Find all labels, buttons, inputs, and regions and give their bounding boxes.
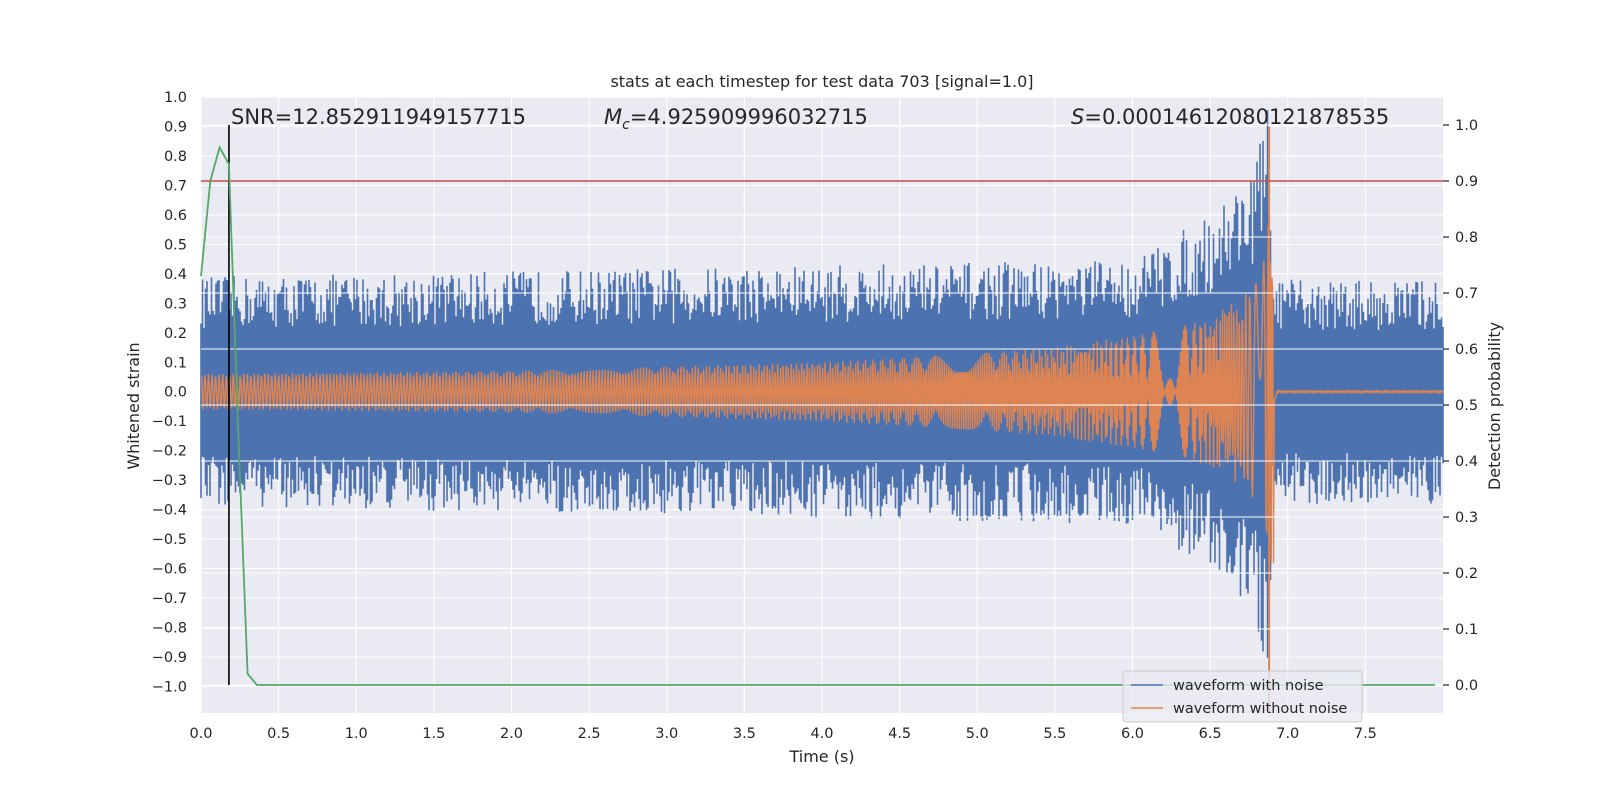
y-left-tick-label: 0.4 (164, 267, 187, 283)
s-symbol: S (1071, 105, 1084, 129)
y-left-tick-label: −0.3 (152, 473, 187, 489)
y-right-tick-label: 0.6 (1455, 342, 1478, 358)
x-tick-label: 6.0 (1121, 726, 1144, 742)
y-axis-label-left: Whitened strain (124, 342, 143, 469)
y-right-tick-label: 0.4 (1455, 454, 1478, 470)
y-left-tick-label: −0.6 (152, 562, 187, 578)
x-tick-label: 4.5 (888, 726, 911, 742)
chart-title: stats at each timestep for test data 703… (610, 72, 1033, 91)
series-line-waveform-without-noise (200, 223, 1444, 564)
y-right-tick-label: 0.0 (1455, 678, 1478, 694)
x-tick-label: 3.5 (733, 726, 756, 742)
y-right-tick-label: 0.1 (1455, 622, 1478, 638)
y-axis-label-right: Detection probability (1485, 322, 1504, 490)
y-left-tick-label: −0.2 (152, 444, 187, 460)
x-tick-label: 4.0 (810, 726, 833, 742)
y-left-tick-label: −0.5 (152, 532, 187, 548)
y-left-tick-label: −0.7 (152, 591, 187, 607)
y-left-tick-label: −0.9 (152, 650, 187, 666)
x-tick-label: 0.0 (189, 726, 212, 742)
y-right-tick-label: 1.0 (1455, 118, 1478, 134)
y-left-tick-label: 0.8 (164, 149, 187, 165)
legend-box (1122, 670, 1363, 723)
series-line-detection-probability (200, 145, 1435, 686)
legend-label-noise: waveform with noise (1173, 678, 1324, 694)
legend-label-clean: waveform without noise (1173, 701, 1347, 717)
y-right-tick-label: 0.2 (1455, 566, 1478, 582)
snr-annotation: SNR=12.852911949157715 (231, 105, 526, 129)
y-left-tick-label: 0.5 (164, 237, 187, 253)
y-right-tick-label: 0.9 (1455, 174, 1478, 190)
y-left-tick-label: 0.9 (164, 119, 187, 135)
y-right-tick-label: 0.5 (1455, 398, 1478, 414)
y-left-tick-label: 1.0 (164, 90, 187, 106)
x-tick-label: 2.5 (578, 726, 601, 742)
y-left-tick-label: −0.8 (152, 621, 187, 637)
mc-value: =4.925909996032715 (630, 105, 868, 129)
x-tick-label: 7.5 (1354, 726, 1377, 742)
x-tick-label: 3.0 (655, 726, 678, 742)
y-left-tick-label: 0.2 (164, 326, 187, 342)
mc-subscript: c (622, 117, 630, 133)
x-tick-label: 1.0 (345, 726, 368, 742)
x-axis-label: Time (s) (788, 747, 854, 766)
y-left-tick-label: 0.7 (164, 178, 187, 194)
y-left-tick-label: −0.4 (152, 503, 187, 519)
x-tick-label: 0.5 (267, 726, 290, 742)
mc-symbol: M (604, 105, 622, 129)
y-right-tick-label: 0.7 (1455, 286, 1478, 302)
y-left-tick-label: −0.1 (152, 414, 187, 430)
y-left-tick-label: −1.0 (152, 679, 187, 695)
mc-annotation: Mc=4.925909996032715 (604, 105, 868, 133)
s-value: =0.00014612080121878535 (1084, 105, 1389, 129)
y-left-tick-label: 0.1 (164, 355, 187, 371)
y-left-tick-label: 0.0 (164, 385, 187, 401)
x-tick-label: 7.0 (1276, 726, 1299, 742)
x-tick-label: 6.5 (1199, 726, 1222, 742)
y-left-tick-label: 0.3 (164, 296, 187, 312)
y-right-tick-label: 0.3 (1455, 510, 1478, 526)
x-tick-label: 5.5 (1043, 726, 1066, 742)
x-tick-label: 2.0 (500, 726, 523, 742)
y-right-tick-label: 0.8 (1455, 230, 1478, 246)
legend: waveform with noise waveform without noi… (1122, 670, 1363, 723)
y-left-tick-label: 0.6 (164, 208, 187, 224)
x-tick-label: 5.0 (966, 726, 989, 742)
s-annotation: S=0.00014612080121878535 (1071, 105, 1389, 129)
x-tick-label: 1.5 (422, 726, 445, 742)
